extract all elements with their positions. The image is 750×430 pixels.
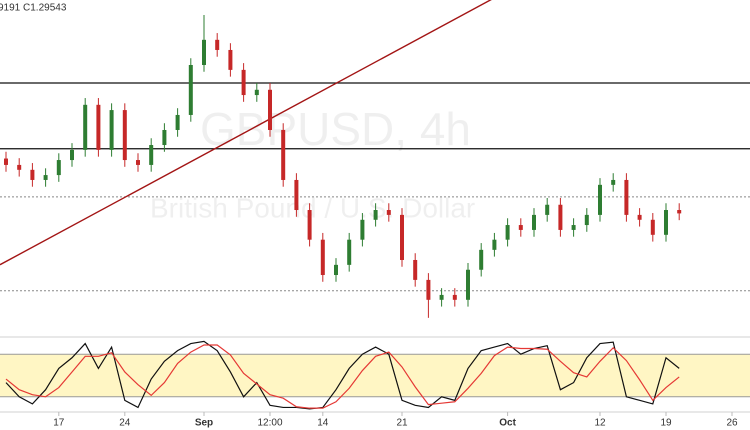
candle-body [598, 184, 602, 215]
x-tick-label: 26 [726, 418, 738, 429]
watermark-subtitle: British Pound / U.S. Dollar [150, 192, 475, 223]
candle-body [413, 259, 418, 280]
x-tick-label: 14 [317, 418, 329, 429]
candle-body [175, 114, 180, 130]
candle-body [281, 129, 286, 180]
candle-body [664, 210, 668, 235]
candle-body [452, 294, 457, 300]
candle-body [56, 160, 61, 176]
candle-body [677, 210, 682, 214]
candle-body [558, 204, 563, 230]
candle-body [466, 269, 470, 300]
candle-body [532, 214, 536, 230]
x-tick-label: 24 [119, 418, 131, 429]
candle-body [373, 210, 378, 220]
candle-body [162, 129, 167, 146]
candle-body [347, 239, 352, 265]
info-text: 9191 C1.29543 [0, 3, 67, 14]
x-tick-label: 19 [660, 418, 672, 429]
x-tick-label: Oct [499, 418, 516, 429]
candle-body [637, 214, 642, 220]
candle-body [400, 214, 404, 260]
trendline [0, 0, 492, 266]
candle-body [241, 69, 246, 96]
candle-body [70, 149, 74, 161]
x-tick-label: Sep [195, 418, 213, 429]
candle-body [202, 39, 206, 65]
watermark: GBPUSD, 4h [200, 103, 471, 155]
candle-body [149, 145, 154, 165]
candle-body [215, 39, 220, 50]
candle-body [492, 239, 497, 250]
candle-body [624, 179, 629, 215]
candle-body [479, 249, 484, 270]
candle-body [426, 279, 431, 300]
candle-body [439, 294, 444, 300]
candle-body [334, 264, 338, 276]
candle-body [545, 204, 550, 215]
candle-body [43, 175, 48, 180]
candle-body [268, 89, 272, 130]
candle-body [611, 179, 616, 185]
x-tick-label: 12:00 [257, 418, 282, 429]
candle-body [30, 169, 35, 180]
candle-body [188, 64, 193, 115]
candle-body [136, 160, 140, 165]
candle-body [518, 225, 523, 230]
candle-body [254, 89, 259, 96]
x-tick-label: 21 [396, 418, 408, 429]
candle-body [4, 158, 8, 165]
candle-body [571, 225, 576, 230]
oscillator-band [0, 354, 750, 397]
oscillator-line [5, 344, 680, 409]
candle-body [386, 210, 391, 215]
candle-body [320, 239, 325, 276]
candle-body [360, 219, 365, 240]
candle-body [584, 214, 589, 226]
candle-body [96, 104, 101, 150]
candle-body [307, 210, 312, 240]
candle-body [650, 219, 655, 235]
x-tick-label: 17 [53, 418, 65, 429]
candle-body [505, 225, 510, 240]
candle-body [83, 104, 88, 150]
x-tick-label: 12 [594, 418, 606, 429]
candle-body [17, 164, 22, 170]
oscillator-line [5, 340, 680, 410]
candle-body [109, 110, 114, 150]
candle-body [122, 110, 127, 161]
candle-body [228, 49, 233, 70]
candle-body [294, 179, 299, 211]
